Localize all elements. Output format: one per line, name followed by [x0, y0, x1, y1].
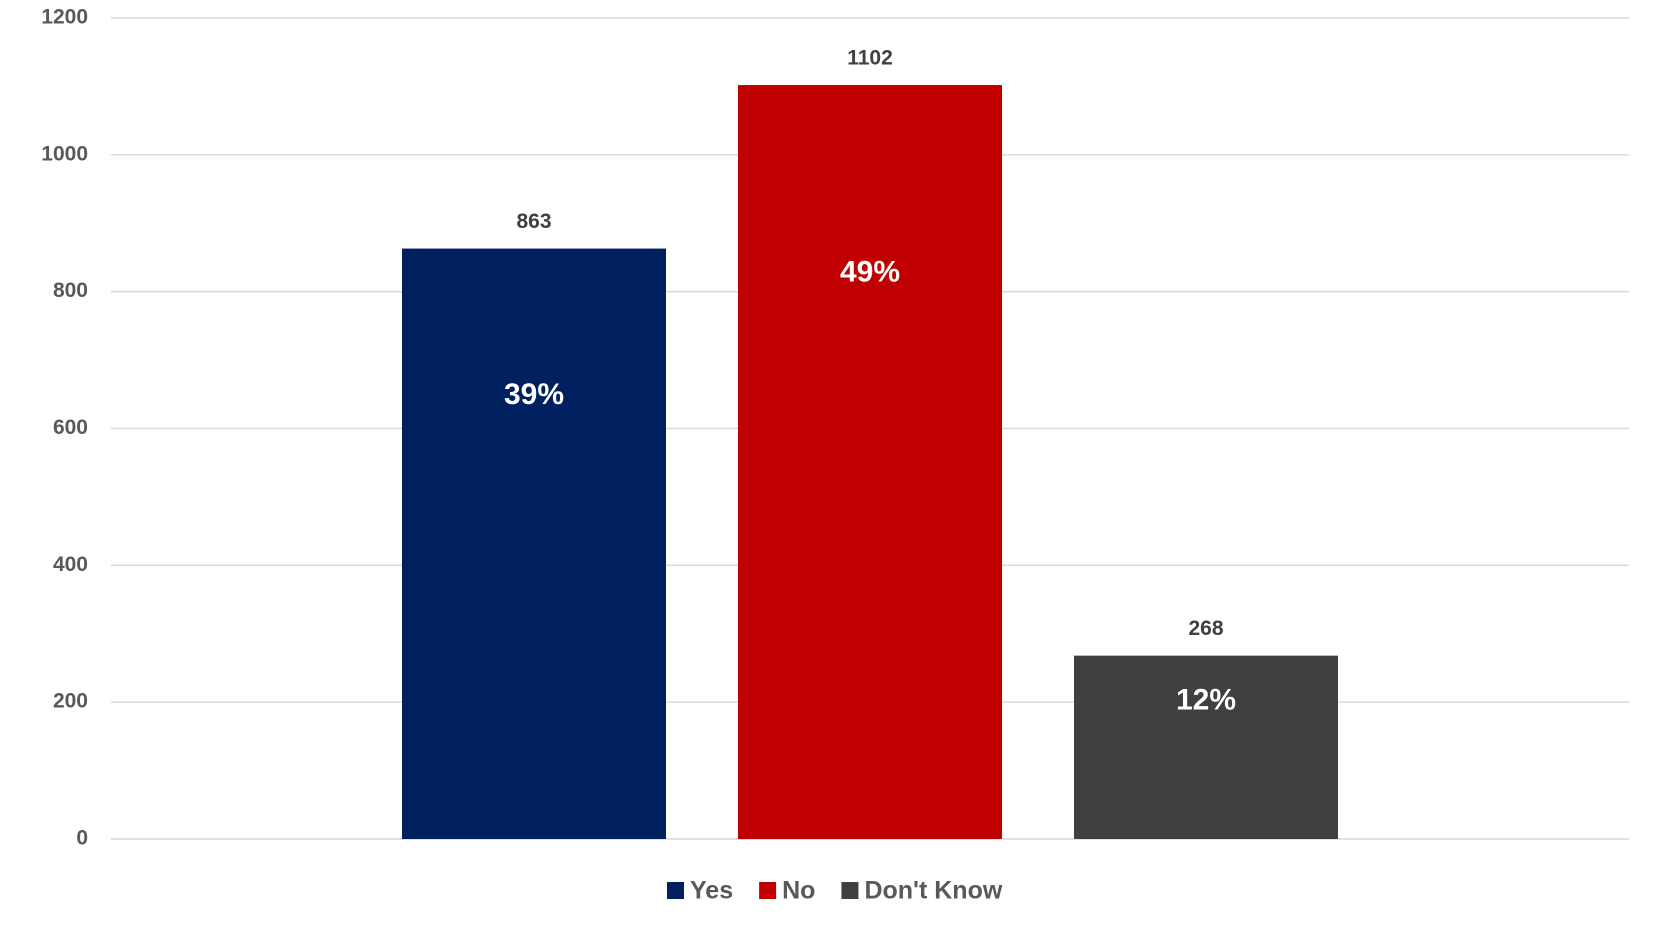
y-tick-label: 200: [53, 690, 88, 713]
y-tick-label: 800: [53, 279, 88, 302]
y-tick-label: 1000: [41, 142, 88, 165]
y-tick-label: 0: [76, 827, 88, 850]
share-label: 49%: [840, 255, 900, 288]
value-label: 1102: [847, 47, 893, 70]
legend-label: Yes: [690, 877, 733, 905]
value-label: 268: [1188, 617, 1223, 640]
bar: [402, 248, 666, 840]
legend-label: Don't Know: [864, 877, 1002, 905]
legend-swatch: [759, 882, 777, 899]
bar: [738, 85, 1002, 839]
value-label: 863: [516, 210, 551, 233]
y-tick-label: 1200: [41, 6, 88, 29]
y-tick-label: 600: [53, 416, 88, 439]
share-label: 12%: [1176, 683, 1236, 716]
legend-swatch: [667, 882, 684, 899]
bar: [1074, 655, 1338, 839]
share-label: 39%: [504, 378, 564, 411]
legend-label: No: [782, 877, 815, 905]
y-tick-label: 400: [53, 553, 88, 576]
legend-swatch: [841, 882, 859, 899]
